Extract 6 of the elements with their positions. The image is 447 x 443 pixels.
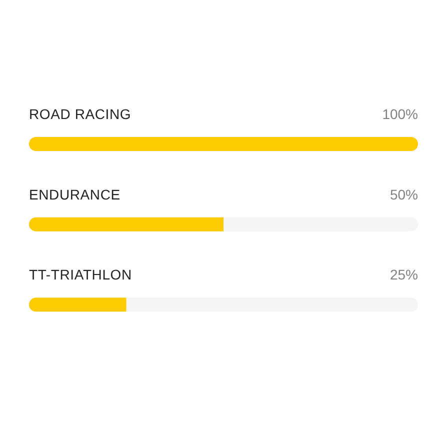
y-tick-label: ROAD RACING — [29, 106, 132, 122]
y-tick-label: ENDURANCE — [29, 186, 120, 202]
data-label: 100% — [382, 106, 418, 122]
y-tick-label: TT-TRIATHLON — [29, 266, 132, 283]
data-label: 50% — [390, 186, 418, 202]
data-label: 25% — [390, 266, 418, 283]
